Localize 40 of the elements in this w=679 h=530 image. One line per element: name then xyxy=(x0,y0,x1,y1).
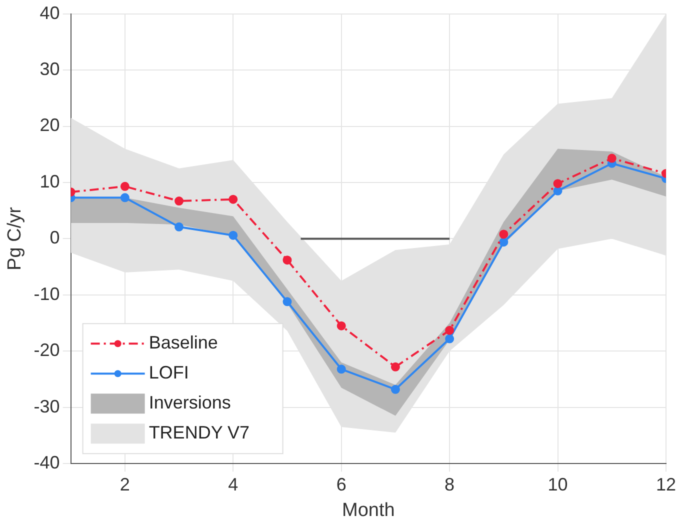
x-tick-label: 8 xyxy=(444,474,455,494)
y-tick-label: 10 xyxy=(40,171,60,192)
point xyxy=(120,193,130,202)
y-tick-label: -20 xyxy=(34,340,60,360)
x-tick-label: 6 xyxy=(336,474,346,494)
y-tick-label: 0 xyxy=(50,228,60,248)
y-tick-label: -40 xyxy=(34,452,60,473)
legend-label: Baseline xyxy=(148,332,218,353)
point xyxy=(499,230,508,239)
y-tick-label: -30 xyxy=(34,396,60,416)
x-tick-label: 4 xyxy=(228,474,238,494)
point xyxy=(445,326,454,335)
point xyxy=(282,297,292,306)
point xyxy=(120,182,130,191)
point xyxy=(553,179,562,188)
point xyxy=(607,154,616,163)
point xyxy=(174,196,184,206)
y-axis-title: Pg C/yr xyxy=(4,206,26,270)
point xyxy=(390,384,400,394)
x-tick-label: 2 xyxy=(120,474,130,494)
x-tick-label: 10 xyxy=(548,474,568,494)
point xyxy=(282,256,292,265)
y-tick-label: 40 xyxy=(40,2,60,23)
point xyxy=(390,362,400,372)
point xyxy=(228,230,238,240)
x-axis-title: Month xyxy=(342,500,395,521)
y-tick-label: 30 xyxy=(40,58,60,79)
point xyxy=(336,321,346,330)
point xyxy=(499,238,508,247)
point xyxy=(553,186,562,196)
point xyxy=(336,364,346,374)
legend-label: TRENDY V7 xyxy=(148,422,250,443)
legend-label: Inversions xyxy=(148,392,231,413)
point xyxy=(445,334,454,344)
point xyxy=(228,194,238,204)
legend-label: LOFI xyxy=(148,362,189,383)
y-tick-label: 20 xyxy=(40,115,60,136)
y-tick-label: -10 xyxy=(34,284,60,304)
x-tick-label: 12 xyxy=(656,474,676,494)
point xyxy=(174,222,184,232)
